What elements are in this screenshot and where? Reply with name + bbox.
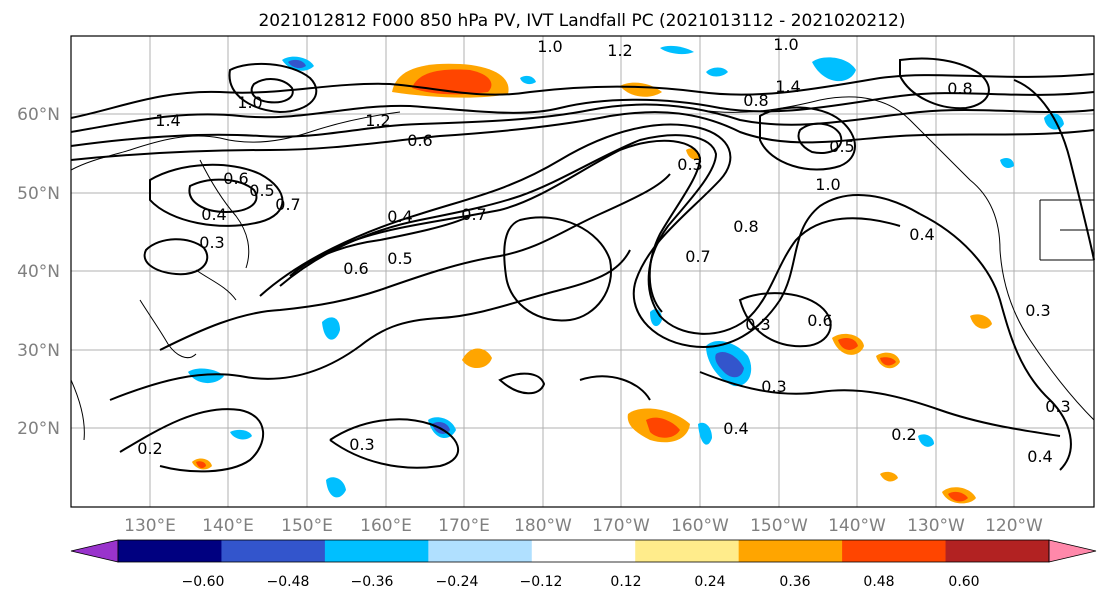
map-title: 2021012812 F000 850 hPa PV, IVT Landfall… bbox=[258, 11, 905, 31]
colorbar-extend-high bbox=[1048, 539, 1097, 563]
contour-label: 0.2 bbox=[137, 439, 162, 458]
contour-label: 0.6 bbox=[407, 131, 432, 150]
lat-label: 40°N bbox=[17, 262, 60, 282]
colorbar-tick-label: 0.60 bbox=[948, 574, 979, 590]
lon-label: 150°E bbox=[281, 516, 333, 536]
contour-label: 0.7 bbox=[461, 205, 486, 224]
contour-label: 1.0 bbox=[237, 93, 262, 112]
colorbar-swatch bbox=[324, 540, 429, 562]
contour-label: 0.5 bbox=[387, 249, 412, 268]
contour-label: 0.6 bbox=[343, 259, 368, 278]
colorbar-ticks: −0.60 −0.48 −0.36 −0.24 −0.12 0.12 0.24 … bbox=[182, 574, 980, 590]
colorbar-swatch bbox=[635, 540, 740, 562]
lat-label: 60°N bbox=[17, 105, 60, 125]
colorbar-tick-label: −0.24 bbox=[436, 574, 479, 590]
lat-label: 20°N bbox=[17, 419, 60, 439]
contour-label: 0.4 bbox=[201, 205, 226, 224]
contour-label: 0.6 bbox=[807, 311, 832, 330]
contour-label: 0.8 bbox=[947, 79, 972, 98]
colorbar-swatch bbox=[428, 540, 533, 562]
colorbar-tick-label: −0.36 bbox=[351, 574, 394, 590]
colorbar-swatch bbox=[221, 540, 326, 562]
contour-label: 0.7 bbox=[685, 247, 710, 266]
contour-label: 0.4 bbox=[387, 207, 412, 226]
contour-label: 0.5 bbox=[249, 181, 274, 200]
colorbar-extend-low bbox=[70, 539, 119, 563]
colorbar bbox=[70, 539, 1097, 563]
lon-label: 140°E bbox=[202, 516, 254, 536]
colorbar-tick-label: 0.48 bbox=[863, 574, 894, 590]
contour-label: 1.2 bbox=[607, 41, 632, 60]
contour-label: 0.8 bbox=[743, 91, 768, 110]
colorbar-swatch bbox=[118, 540, 222, 562]
contour-label: 0.3 bbox=[1045, 397, 1070, 416]
colorbar-tick-label: 0.36 bbox=[779, 574, 810, 590]
contour-label: 0.6 bbox=[223, 169, 248, 188]
longitude-labels: 130°E 140°E 150°E 160°E 170°E 180°W 170°… bbox=[124, 516, 1043, 536]
lon-label: 140°W bbox=[828, 516, 886, 536]
lat-label: 30°N bbox=[17, 341, 60, 361]
map-frame bbox=[70, 35, 1095, 508]
contour-label: 0.7 bbox=[275, 195, 300, 214]
lon-label: 150°W bbox=[750, 516, 808, 536]
contour-label: 1.4 bbox=[775, 77, 800, 96]
colorbar-swatch bbox=[945, 540, 1050, 562]
contour-label: 0.4 bbox=[1027, 447, 1052, 466]
lon-label: 160°E bbox=[360, 516, 412, 536]
contour-label: 0.3 bbox=[349, 435, 374, 454]
contour-label: 0.5 bbox=[829, 137, 854, 156]
contour-label: 0.3 bbox=[677, 155, 702, 174]
colorbar-swatch bbox=[738, 540, 843, 562]
contour-label: 1.0 bbox=[815, 175, 840, 194]
colorbar-swatch bbox=[531, 540, 636, 562]
colorbar-tick-label: −0.12 bbox=[520, 574, 563, 590]
contour-label: 0.8 bbox=[733, 217, 758, 236]
lat-label: 50°N bbox=[17, 184, 60, 204]
contour-labels: 1.0 1.2 1.0 1.4 0.8 1.0 1.2 1.4 0.8 0.6 … bbox=[137, 35, 1070, 466]
lon-label: 170°E bbox=[438, 516, 490, 536]
lon-label: 170°W bbox=[592, 516, 650, 536]
lon-label: 130°E bbox=[124, 516, 176, 536]
colorbar-swatch bbox=[842, 540, 947, 562]
contour-label: 0.3 bbox=[199, 233, 224, 252]
colorbar-tick-label: 0.12 bbox=[610, 574, 641, 590]
contour-label: 1.2 bbox=[365, 111, 390, 130]
contour-label: 1.0 bbox=[773, 35, 798, 54]
contour-label: 0.3 bbox=[761, 377, 786, 396]
lon-label: 180°W bbox=[514, 516, 572, 536]
contour-label: 0.4 bbox=[909, 225, 934, 244]
colorbar-tick-label: −0.60 bbox=[182, 574, 225, 590]
lon-label: 130°W bbox=[907, 516, 965, 536]
contour-label: 0.3 bbox=[745, 315, 770, 334]
contour-label: 0.4 bbox=[723, 419, 748, 438]
lon-label: 120°W bbox=[985, 516, 1043, 536]
contour-label: 1.4 bbox=[155, 111, 180, 130]
latitude-labels: 60°N 50°N 40°N 30°N 20°N bbox=[17, 105, 60, 439]
contour-label: 1.0 bbox=[537, 37, 562, 56]
coastlines bbox=[70, 96, 1095, 441]
colorbar-frame bbox=[117, 539, 1050, 563]
colorbar-tick-label: 0.24 bbox=[694, 574, 725, 590]
pv-contours bbox=[70, 57, 1095, 473]
map-panel: 1.0 1.2 1.0 1.4 0.8 1.0 1.2 1.4 0.8 0.6 … bbox=[70, 35, 1095, 508]
contour-label: 0.3 bbox=[1025, 301, 1050, 320]
colorbar-tick-label: −0.48 bbox=[267, 574, 310, 590]
contour-label: 0.2 bbox=[891, 425, 916, 444]
lon-label: 160°W bbox=[671, 516, 729, 536]
